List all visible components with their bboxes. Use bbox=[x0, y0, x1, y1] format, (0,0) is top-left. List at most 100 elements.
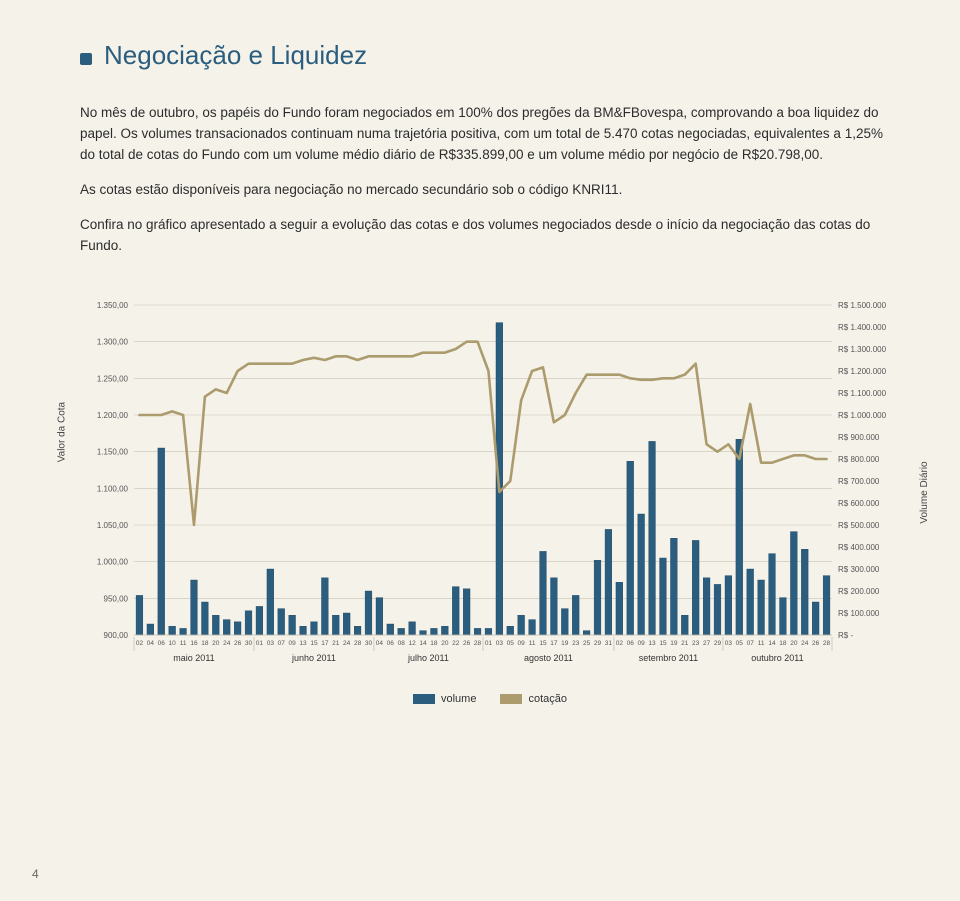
svg-text:26: 26 bbox=[234, 640, 242, 647]
svg-text:04: 04 bbox=[147, 640, 155, 647]
svg-text:R$ 1.100.000: R$ 1.100.000 bbox=[838, 389, 887, 398]
svg-text:1.000,00: 1.000,00 bbox=[97, 557, 129, 566]
svg-text:29: 29 bbox=[594, 640, 602, 647]
svg-text:1.200,00: 1.200,00 bbox=[97, 411, 129, 420]
legend-volume-swatch bbox=[413, 694, 435, 704]
svg-text:20: 20 bbox=[212, 640, 220, 647]
paragraph-2: As cotas estão disponíveis para negociaç… bbox=[80, 180, 900, 201]
paragraph-3: Confira no gráfico apresentado a seguir … bbox=[80, 215, 900, 257]
svg-text:1.250,00: 1.250,00 bbox=[97, 374, 129, 383]
chart-legend: volume cotação bbox=[80, 693, 900, 705]
svg-text:R$ 1.000.000: R$ 1.000.000 bbox=[838, 411, 887, 420]
svg-text:19: 19 bbox=[561, 640, 569, 647]
svg-text:19: 19 bbox=[670, 640, 678, 647]
svg-text:05: 05 bbox=[736, 640, 744, 647]
svg-text:07: 07 bbox=[278, 640, 286, 647]
svg-text:16: 16 bbox=[190, 640, 198, 647]
svg-text:1.050,00: 1.050,00 bbox=[97, 521, 129, 530]
legend-cota: cotação bbox=[500, 693, 567, 705]
svg-text:18: 18 bbox=[779, 640, 787, 647]
svg-text:agosto 2011: agosto 2011 bbox=[524, 653, 573, 663]
legend-volume: volume bbox=[413, 693, 476, 705]
svg-text:24: 24 bbox=[223, 640, 231, 647]
heading-bullet-icon bbox=[80, 53, 92, 65]
svg-text:950,00: 950,00 bbox=[104, 594, 129, 603]
svg-text:05: 05 bbox=[507, 640, 515, 647]
y-axis-left-label: Valor da Cota bbox=[57, 401, 68, 461]
legend-cota-swatch bbox=[500, 694, 522, 704]
svg-text:03: 03 bbox=[496, 640, 504, 647]
svg-text:08: 08 bbox=[398, 640, 406, 647]
svg-text:18: 18 bbox=[430, 640, 438, 647]
svg-text:28: 28 bbox=[823, 640, 831, 647]
svg-text:R$ 300.000: R$ 300.000 bbox=[838, 565, 880, 574]
svg-text:setembro 2011: setembro 2011 bbox=[639, 653, 698, 663]
svg-text:maio 2011: maio 2011 bbox=[173, 653, 214, 663]
svg-text:07: 07 bbox=[747, 640, 755, 647]
y-axis-right-label: Volume Diário bbox=[919, 461, 930, 523]
svg-text:15: 15 bbox=[659, 640, 667, 647]
svg-text:31: 31 bbox=[605, 640, 613, 647]
svg-text:27: 27 bbox=[703, 640, 711, 647]
page-number: 4 bbox=[32, 867, 39, 881]
body-copy: No mês de outubro, os papéis do Fundo fo… bbox=[80, 103, 900, 257]
svg-text:06: 06 bbox=[627, 640, 635, 647]
svg-text:03: 03 bbox=[267, 640, 275, 647]
svg-text:R$ 900.000: R$ 900.000 bbox=[838, 433, 880, 442]
svg-text:outubro 2011: outubro 2011 bbox=[751, 653, 803, 663]
svg-text:24: 24 bbox=[801, 640, 809, 647]
svg-text:14: 14 bbox=[768, 640, 776, 647]
svg-text:R$ 500.000: R$ 500.000 bbox=[838, 521, 880, 530]
svg-text:1.150,00: 1.150,00 bbox=[97, 447, 129, 456]
svg-text:junho 2011: junho 2011 bbox=[291, 653, 336, 663]
svg-text:1.300,00: 1.300,00 bbox=[97, 337, 129, 346]
svg-text:24: 24 bbox=[343, 640, 351, 647]
svg-text:09: 09 bbox=[638, 640, 646, 647]
svg-text:R$ 100.000: R$ 100.000 bbox=[838, 609, 880, 618]
svg-text:23: 23 bbox=[572, 640, 580, 647]
svg-text:28: 28 bbox=[474, 640, 482, 647]
svg-text:20: 20 bbox=[441, 640, 449, 647]
svg-text:R$ 1.400.000: R$ 1.400.000 bbox=[838, 323, 887, 332]
svg-text:09: 09 bbox=[289, 640, 297, 647]
svg-text:23: 23 bbox=[692, 640, 700, 647]
svg-text:09: 09 bbox=[518, 640, 526, 647]
svg-text:R$ -: R$ - bbox=[838, 631, 853, 640]
paragraph-1: No mês de outubro, os papéis do Fundo fo… bbox=[80, 103, 900, 166]
svg-text:10: 10 bbox=[169, 640, 177, 647]
svg-text:R$ 700.000: R$ 700.000 bbox=[838, 477, 880, 486]
chart-container: Valor da Cota Volume Diário 1.350,001.30… bbox=[80, 297, 900, 677]
svg-text:28: 28 bbox=[354, 640, 362, 647]
svg-text:03: 03 bbox=[725, 640, 733, 647]
svg-text:15: 15 bbox=[539, 640, 547, 647]
svg-text:04: 04 bbox=[376, 640, 384, 647]
svg-text:12: 12 bbox=[408, 640, 416, 647]
svg-text:22: 22 bbox=[452, 640, 460, 647]
svg-text:13: 13 bbox=[648, 640, 656, 647]
section-heading-row: Negociação e Liquidez bbox=[80, 40, 900, 71]
svg-text:R$ 200.000: R$ 200.000 bbox=[838, 587, 880, 596]
svg-text:06: 06 bbox=[158, 640, 166, 647]
combo-chart: 1.350,00 1.300,00 1.250,00 1.200,00 1.150,00… bbox=[80, 297, 900, 677]
svg-text:1.350,00: 1.350,00 bbox=[97, 301, 129, 310]
svg-text:R$ 1.300.000: R$ 1.300.000 bbox=[838, 345, 887, 354]
legend-volume-label: volume bbox=[441, 693, 476, 705]
svg-text:14: 14 bbox=[419, 640, 427, 647]
svg-text:15: 15 bbox=[310, 640, 318, 647]
svg-text:26: 26 bbox=[812, 640, 820, 647]
svg-text:11: 11 bbox=[529, 640, 536, 647]
svg-text:18: 18 bbox=[201, 640, 209, 647]
svg-text:20: 20 bbox=[790, 640, 798, 647]
svg-text:02: 02 bbox=[616, 640, 624, 647]
section-title: Negociação e Liquidez bbox=[104, 40, 367, 71]
svg-text:R$ 600.000: R$ 600.000 bbox=[838, 499, 880, 508]
svg-text:1.100,00: 1.100,00 bbox=[97, 484, 129, 493]
svg-text:21: 21 bbox=[332, 640, 340, 647]
svg-text:R$ 1.200.000: R$ 1.200.000 bbox=[838, 367, 887, 376]
svg-text:30: 30 bbox=[365, 640, 373, 647]
svg-text:R$ 1.500.000: R$ 1.500.000 bbox=[838, 301, 887, 310]
svg-text:01: 01 bbox=[485, 640, 493, 647]
svg-text:julho 2011: julho 2011 bbox=[407, 653, 449, 663]
svg-text:R$ 400.000: R$ 400.000 bbox=[838, 543, 880, 552]
svg-text:29: 29 bbox=[714, 640, 722, 647]
